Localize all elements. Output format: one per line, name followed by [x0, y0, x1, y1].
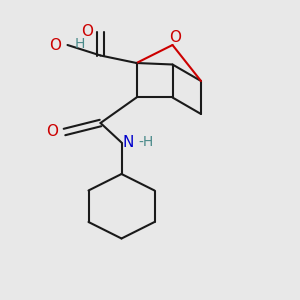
Text: O: O: [169, 30, 181, 45]
Text: N: N: [123, 135, 134, 150]
Text: O: O: [50, 38, 61, 52]
Text: H: H: [75, 37, 86, 50]
Text: O: O: [46, 124, 58, 140]
Text: -H: -H: [138, 136, 153, 149]
Text: O: O: [81, 24, 93, 39]
